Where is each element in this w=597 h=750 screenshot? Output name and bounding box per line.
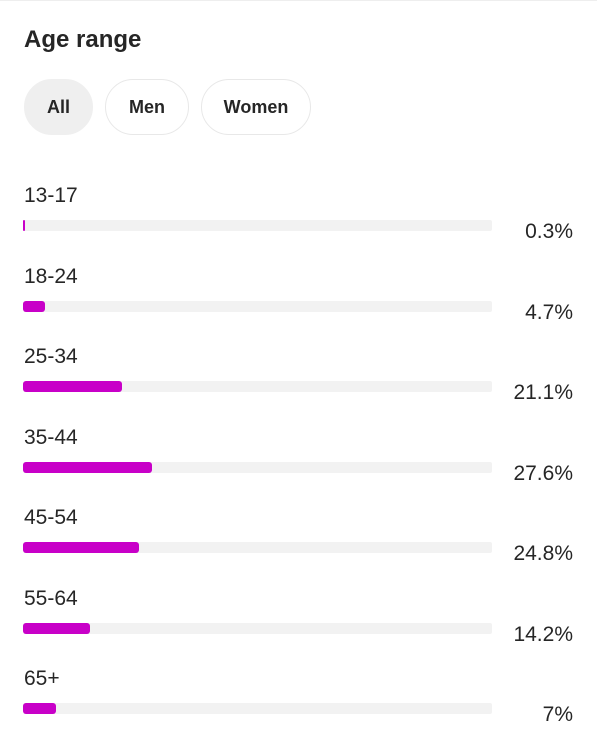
section-title: Age range <box>24 26 142 53</box>
filter-women-button[interactable]: Women <box>201 79 311 135</box>
bar-fill <box>23 542 140 553</box>
age-label: 55-64 <box>24 586 78 610</box>
filter-men-button[interactable]: Men <box>105 79 189 135</box>
bar-track <box>23 622 492 634</box>
percent-label: 14.2% <box>513 622 573 646</box>
percent-label: 27.6% <box>513 461 573 485</box>
percent-label: 24.8% <box>513 542 573 565</box>
filter-all-button[interactable]: All <box>24 79 93 135</box>
bar-fill <box>23 300 46 312</box>
bar-track <box>23 381 492 392</box>
age-row-55-64: 55-64 14.2% <box>0 586 597 666</box>
bar-track <box>23 300 492 312</box>
age-row-18-24: 18-24 4.7% <box>0 264 597 344</box>
age-label: 25-34 <box>24 345 78 368</box>
bar-fill <box>23 220 25 231</box>
percent-label: 7% <box>542 703 573 726</box>
age-row-65-plus: 65+ 7% <box>0 666 597 746</box>
age-label: 45-54 <box>24 506 78 529</box>
bar-track <box>23 703 492 714</box>
percent-label: 0.3% <box>525 220 573 243</box>
percent-label: 21.1% <box>513 381 573 404</box>
percent-label: 4.7% <box>525 300 573 324</box>
bar-fill <box>23 381 122 392</box>
gender-filter-group: All Men Women <box>24 79 311 135</box>
age-row-13-17: 13-17 0.3% <box>0 183 597 263</box>
bar-track <box>23 461 492 473</box>
age-row-45-54: 45-54 24.8% <box>0 505 597 585</box>
bar-track <box>23 542 492 553</box>
bar-track <box>23 220 492 231</box>
top-divider <box>0 0 597 1</box>
bar-fill <box>23 703 56 714</box>
age-label: 65+ <box>24 667 60 690</box>
age-label: 35-44 <box>24 425 78 449</box>
age-label: 13-17 <box>24 184 78 207</box>
age-row-25-34: 25-34 21.1% <box>0 344 597 424</box>
age-row-35-44: 35-44 27.6% <box>0 425 597 505</box>
bar-fill <box>23 622 90 634</box>
age-label: 18-24 <box>24 264 78 288</box>
bar-fill <box>23 461 153 473</box>
